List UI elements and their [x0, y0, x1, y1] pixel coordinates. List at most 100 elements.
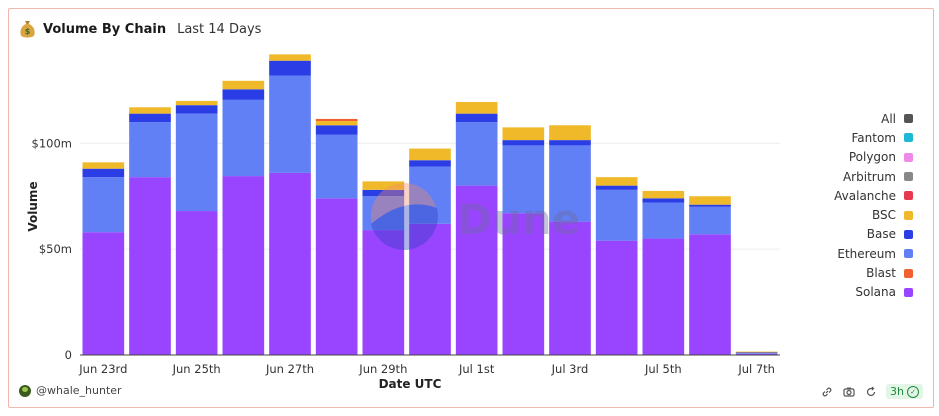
bar-segment-bsc — [502, 127, 545, 141]
bar-segment-solana — [502, 213, 545, 355]
legend-swatch — [904, 249, 913, 259]
y-axis-title: Volume — [26, 181, 40, 231]
bar-segment-ethereum — [222, 99, 265, 177]
bar-segment-ethereum — [82, 177, 125, 233]
author-credit[interactable]: @whale_hunter — [19, 384, 122, 397]
bar-segment-solana — [82, 232, 125, 355]
legend-swatch — [904, 172, 913, 182]
bar-segment-bsc — [595, 177, 638, 186]
bar-segment-solana — [129, 177, 171, 355]
legend-swatch — [904, 210, 913, 220]
bar-segment-base — [362, 189, 405, 197]
bar-segment-base — [409, 160, 451, 167]
x-tick-label: Jun 27th — [265, 362, 314, 376]
bar-segment-solana — [689, 234, 731, 355]
legend-item-polygon[interactable]: Polygon — [834, 148, 913, 167]
bar-segment-base — [129, 113, 171, 123]
bar-segment-bsc — [455, 101, 498, 114]
x-tick-label: Jun 29th — [358, 362, 407, 376]
bar-segment-base — [269, 60, 311, 76]
legend-label: Arbitrum — [842, 169, 896, 184]
bar-segment-ethereum — [642, 202, 685, 239]
legend-swatch — [904, 114, 913, 124]
bar-segment-ethereum — [595, 189, 638, 241]
refresh-icon[interactable] — [864, 385, 878, 399]
legend-label: Fantom — [851, 130, 897, 145]
bar-segment-solana — [549, 221, 591, 355]
bar-segment-base — [595, 185, 638, 190]
chart-subtitle: Last 14 Days — [177, 21, 262, 37]
username: @whale_hunter — [36, 384, 122, 397]
bar-segment-solana — [455, 185, 498, 355]
bar-segment-bsc — [735, 351, 778, 353]
legend-swatch — [904, 191, 913, 201]
legend-label: Polygon — [848, 150, 896, 165]
legend-item-ethereum[interactable]: Ethereum — [834, 244, 913, 263]
legend-item-base[interactable]: Base — [834, 225, 913, 244]
legend-label: Solana — [855, 285, 896, 300]
legend-item-arbitrum[interactable]: Arbitrum — [834, 167, 913, 186]
legend-item-bsc[interactable]: BSC — [834, 205, 913, 224]
bar-segment-base — [642, 198, 685, 203]
bar-segment-ethereum — [269, 75, 311, 173]
bar-segment-solana — [595, 240, 638, 355]
bar-segment-ethereum — [362, 196, 405, 231]
legend-item-solana[interactable]: Solana — [834, 283, 913, 302]
legend-label: Ethereum — [837, 246, 896, 261]
bar-segment-solana — [735, 353, 778, 355]
bar-segment-base — [549, 140, 591, 146]
bar-segment-solana — [409, 223, 451, 355]
bar-segment-ethereum — [409, 166, 451, 224]
bar-segment-solana — [175, 211, 218, 355]
bar-segment-ethereum — [735, 353, 778, 354]
bar-segment-solana — [222, 176, 265, 355]
bar-segment-ethereum — [549, 145, 591, 222]
legend-item-all[interactable]: All — [834, 109, 913, 128]
bar-segment-bsc — [269, 54, 311, 61]
bar-segment-ethereum — [315, 134, 358, 199]
bar-segment-base — [175, 105, 218, 114]
bar-segment-solana — [269, 172, 311, 355]
refresh-age: 3h — [890, 385, 904, 398]
chart-header: $ Volume By Chain Last 14 Days — [19, 20, 261, 38]
x-tick-label: Jul 3rd — [551, 362, 589, 376]
bar-segment-ethereum — [455, 122, 498, 186]
chart-actions: 3h ✓ — [812, 384, 923, 399]
bar-segment-base — [222, 89, 265, 100]
x-tick-label: Jul 7th — [737, 362, 775, 376]
bar-segment-base — [315, 125, 358, 135]
legend-swatch — [904, 287, 913, 297]
y-tick-label: $100m — [32, 136, 72, 150]
watermark-text: Dune — [457, 195, 580, 244]
legend-item-avalanche[interactable]: Avalanche — [834, 186, 913, 205]
legend-item-blast[interactable]: Blast — [834, 263, 913, 282]
bar-segment-bsc — [222, 80, 265, 90]
avatar — [19, 384, 31, 397]
camera-icon[interactable] — [842, 385, 856, 399]
legend-label: All — [881, 111, 896, 126]
money-bag-icon: $ — [20, 21, 35, 38]
check-circle-icon: ✓ — [907, 385, 919, 398]
x-tick-label: Jun 25th — [172, 362, 221, 376]
bar-segment-ethereum — [129, 122, 171, 178]
svg-text:$: $ — [25, 27, 31, 36]
bar-segment-base — [82, 168, 125, 178]
y-tick-label: 0 — [65, 348, 72, 362]
bar-segment-bsc — [82, 162, 125, 169]
watermark: Dune — [371, 183, 580, 250]
legend-label: Blast — [866, 266, 896, 281]
refresh-status-badge[interactable]: 3h ✓ — [886, 384, 923, 399]
bar-segment-ethereum — [175, 113, 218, 212]
bar-segment-bsc — [175, 100, 218, 106]
bar-segment-bsc — [362, 181, 405, 190]
bar-segment-solana — [642, 238, 685, 355]
bar-segment-bsc — [689, 196, 731, 205]
x-tick-label: Jun 23rd — [78, 362, 127, 376]
bar-segment-bsc — [549, 125, 591, 141]
link-icon[interactable] — [820, 385, 834, 399]
bar-segment-ethereum — [502, 145, 545, 214]
legend-swatch — [904, 268, 913, 278]
legend-swatch — [904, 152, 913, 162]
legend-item-fantom[interactable]: Fantom — [834, 128, 913, 147]
dune-logo-icon — [371, 183, 437, 249]
